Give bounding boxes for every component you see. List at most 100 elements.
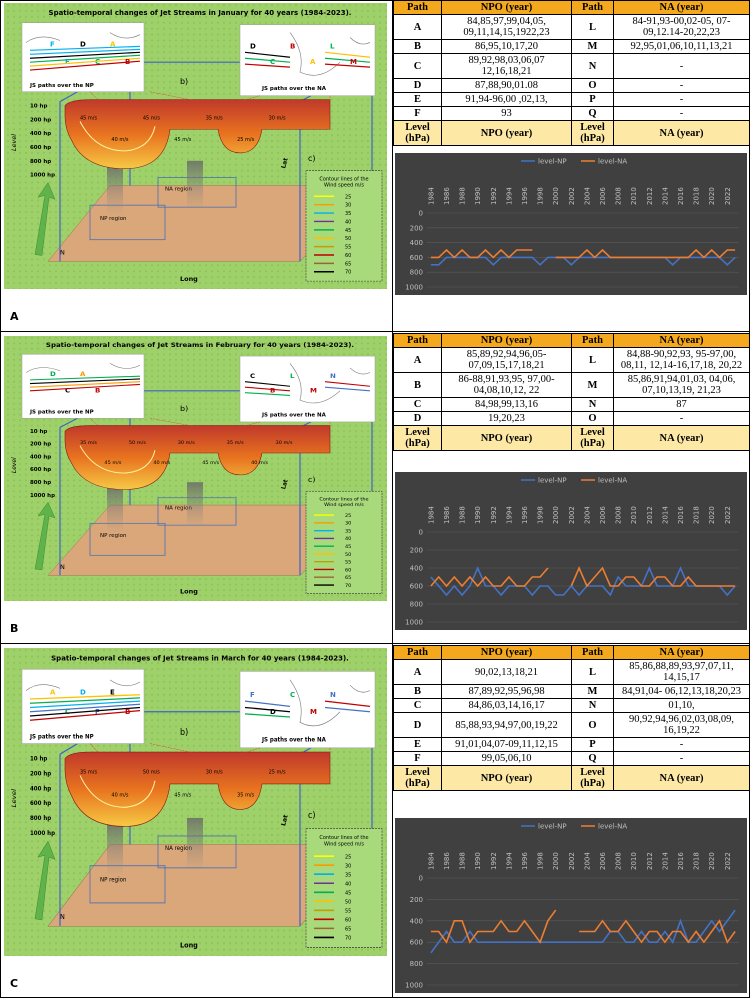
np-letter: D — [80, 688, 86, 697]
diagram: C Spatio-temporal changes of Jet Streams … — [4, 648, 387, 990]
table-cell: A — [393, 14, 442, 40]
x-tick-label: 2008 — [615, 187, 623, 205]
legend-label: 65 — [345, 261, 351, 267]
contour-label: 35 m/s — [227, 440, 245, 446]
np-region-box — [89, 204, 166, 241]
level-label: 800 hp — [30, 159, 51, 165]
level-label: 10 hp — [30, 756, 47, 762]
x-tick-label: 1998 — [537, 852, 545, 870]
table-row: A 85,89,92,94,96,05-07,09,15,17,18,21 L 84,… — [393, 347, 750, 373]
connector — [89, 91, 101, 102]
na-map — [289, 363, 371, 404]
table-row: B 86,95,10,17,20 M 92,95,01,06,10,11,13,21 — [393, 39, 750, 54]
np-map — [25, 363, 141, 373]
x-tick-label: 2014 — [661, 506, 669, 524]
np-letter: C — [65, 707, 70, 716]
na-letter: L — [290, 372, 295, 380]
table-cell: Level (hPa) — [393, 425, 442, 451]
np-letter: D — [50, 370, 56, 378]
table-cell: N — [571, 53, 614, 79]
table-cell: 84,86,03,14,16,17 — [441, 698, 572, 713]
np-path — [29, 706, 141, 717]
jet-core — [79, 121, 156, 152]
legend-label: level-NA — [598, 823, 627, 831]
x-tick-label: 2022 — [724, 852, 732, 870]
legend-label: 60 — [345, 253, 351, 259]
table-cell: B — [393, 39, 442, 54]
table-cell: O — [571, 78, 614, 93]
na-path — [324, 63, 371, 68]
np-path — [29, 694, 141, 700]
x-tick-label: 2008 — [615, 852, 623, 870]
legend-label: 25 — [345, 513, 351, 519]
level-label: 1000 hp — [30, 493, 55, 499]
x-tick-label: 1996 — [521, 187, 529, 205]
legend-label: 40 — [345, 536, 351, 542]
table-cell: A — [393, 659, 442, 685]
na-path — [244, 57, 291, 63]
np-path — [29, 57, 141, 67]
na-letter: N — [330, 690, 336, 699]
table-cell: L — [571, 347, 614, 373]
table-cell: 90,92,94,96,02,03,08,09, 16,19,22 — [613, 712, 750, 738]
table-cell: 87,89,92,95,96,98 — [441, 684, 572, 699]
na-inset-caption: JS paths over the NA — [261, 86, 327, 92]
plume — [187, 817, 203, 872]
table-row: Level (hPa) NPO (year) Level (hPa) NA (year… — [393, 425, 750, 451]
table-row: B 86-88,91,93,95, 97,00-04,08,10,12, 22 M 8… — [393, 372, 750, 398]
panel-label: B — [10, 622, 18, 635]
y-tick-label: 400 — [410, 239, 423, 247]
contour-label: 50 m/s — [129, 440, 147, 446]
table-cell: D — [393, 411, 442, 426]
table-row: D 19,20,23 O - — [393, 411, 750, 426]
north-arrow — [34, 181, 56, 256]
axis-level: Level — [11, 457, 18, 473]
np-letter: A — [110, 40, 116, 48]
legend-label: 65 — [345, 575, 351, 581]
table-cell: Path — [393, 333, 442, 348]
x-tick-label: 2020 — [708, 506, 716, 524]
row-divider — [0, 643, 750, 644]
na-region: NA region — [165, 506, 192, 512]
np-letter: A — [50, 688, 56, 697]
x-tick-label: 2012 — [646, 506, 654, 524]
contour-label: 30 m/s — [269, 115, 286, 121]
na-map — [289, 679, 371, 727]
x-tick-label: 1990 — [474, 852, 482, 870]
diagram-title: Spatio-temporal changes of Jet Streams i… — [49, 9, 352, 17]
axis-level: Level — [10, 134, 18, 151]
table-cell: NPO (year) — [441, 333, 572, 348]
x-tick-label: 2014 — [661, 852, 669, 870]
np-inset-caption: JS paths over the NP — [29, 734, 94, 740]
table-cell: E — [393, 737, 442, 752]
legend-label: 70 — [345, 270, 351, 276]
table-cell: NA (year) — [613, 333, 750, 348]
table-cell: 84-91,93-00,02-05, 07-09,12.14-20,22,23 — [613, 14, 750, 40]
level-label: 600 hp — [30, 145, 51, 151]
np-path — [29, 710, 141, 721]
table-cell: NA (year) — [613, 765, 750, 791]
level-label: 1000 hp — [30, 173, 55, 179]
axis-long: Long — [180, 275, 198, 283]
legend-label: 45 — [345, 228, 351, 234]
na-letter: M — [350, 58, 357, 66]
y-tick-label: 600 — [410, 583, 423, 591]
x-tick-label: 2000 — [552, 852, 560, 870]
table-cell: Q — [571, 751, 614, 766]
na-region: NA region — [165, 186, 192, 192]
y-tick-label: 200 — [410, 224, 423, 232]
np-letter: C — [65, 387, 70, 395]
x-tick-label: 1996 — [521, 852, 529, 870]
table-cell: O — [571, 712, 614, 738]
legend-label: 55 — [345, 245, 351, 251]
table-row: A 84,85,97,99,04,05, 09,11,14,15,1922,23 L… — [393, 14, 750, 40]
table-row: B 87,89,92,95,96,98 M 84,91,04- 06,12,13,18… — [393, 684, 750, 699]
table-cell: NA (year) — [613, 0, 750, 15]
y-tick-label: 800 — [410, 960, 423, 968]
x-tick-label: 2020 — [708, 187, 716, 205]
table-row: D 87,88,90,01.08 O - — [393, 78, 750, 93]
na-inset-caption: JS paths over the NA — [261, 413, 327, 419]
table-cell: E — [393, 92, 442, 107]
legend-label: 70 — [345, 935, 351, 941]
